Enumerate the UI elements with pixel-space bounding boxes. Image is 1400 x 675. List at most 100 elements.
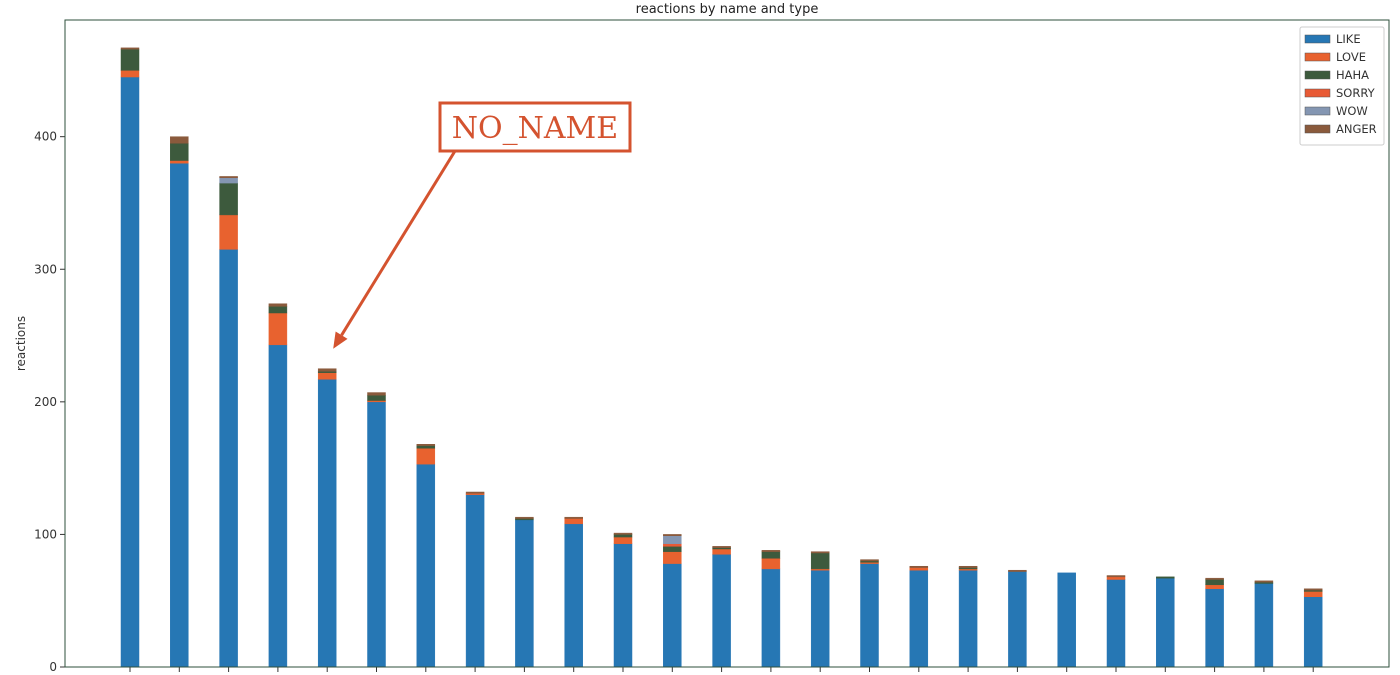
bar-segment-like — [564, 523, 583, 668]
bar-segment-anger — [1254, 580, 1274, 583]
y-tick-label: 200 — [34, 395, 57, 409]
bar-segment-anger — [170, 136, 189, 144]
legend-label-sorry: SORRY — [1336, 86, 1376, 100]
bar-segment-anger — [416, 444, 436, 446]
legend-swatch-like — [1304, 34, 1331, 44]
bar-segment-love — [1303, 591, 1323, 597]
chart-title: reactions by name and type — [636, 2, 819, 17]
bar-segment-love — [120, 70, 140, 78]
bar-segment-like — [465, 494, 485, 668]
bar-segment-anger — [268, 303, 288, 307]
bar-segment-haha — [120, 48, 140, 71]
bar-segment-haha — [1156, 576, 1175, 579]
legend-label-love: LOVE — [1336, 50, 1366, 64]
bar-segment-like — [416, 463, 436, 668]
bar-segment-anger — [1106, 575, 1126, 578]
bar-segment-like — [1106, 579, 1126, 668]
bar-segment-like — [810, 569, 830, 668]
bars — [120, 47, 1323, 668]
bar-segment-anger — [1303, 588, 1323, 591]
bar-segment-anger — [564, 516, 583, 519]
bar-segment-anger — [120, 47, 140, 50]
bar-segment-love — [416, 447, 436, 465]
bar-segment-like — [170, 162, 189, 668]
bar-segment-like — [1254, 583, 1274, 668]
bar-segment-like — [761, 568, 781, 668]
bar-segment-love — [712, 548, 731, 555]
bar-segment-anger — [317, 368, 337, 372]
annotation-arrow-line — [340, 150, 457, 336]
y-axis-title: reactions — [14, 316, 28, 371]
bar-segment-anger — [1008, 569, 1027, 572]
bar-segment-anger — [613, 532, 633, 535]
bar-segment-anger — [515, 516, 534, 519]
bar-segment-love — [1106, 576, 1126, 580]
legend: LIKE LOVE HAHA SORRY WOW ANGER — [1299, 26, 1385, 146]
bar-segment-like — [1156, 577, 1175, 668]
bar-segment-like — [1205, 588, 1224, 668]
bar-segment-anger — [909, 565, 929, 568]
y-tick-label: 400 — [34, 130, 57, 144]
bar-segment-anger — [219, 176, 238, 179]
bar-segment-love — [317, 372, 337, 380]
annotation-label: NO_NAME — [452, 111, 618, 146]
bar-segment-anger — [712, 546, 731, 548]
bar-segment-like — [712, 554, 731, 668]
bar-segment-like — [613, 543, 633, 668]
bar-segment-like — [367, 401, 386, 668]
y-tick-label: 100 — [34, 527, 57, 541]
bar-segment-haha — [613, 534, 633, 538]
bar-segment-like — [663, 563, 682, 668]
bar-segment-haha — [367, 394, 386, 401]
x-axis — [129, 667, 1314, 672]
bar-segment-haha — [219, 182, 238, 216]
legend-label-like: LIKE — [1336, 32, 1361, 46]
bar-segment-anger — [810, 551, 830, 554]
bar-segment-anger — [860, 559, 879, 562]
bar-segment-anger — [958, 565, 978, 568]
bar-segment-haha — [170, 143, 189, 161]
legend-swatch-sorry — [1304, 88, 1331, 98]
bar-segment-love — [1205, 584, 1224, 590]
legend-swatch-wow — [1304, 106, 1331, 116]
bar-segment-haha — [810, 552, 830, 570]
bar-segment-like — [515, 519, 534, 668]
bar-segment-love — [268, 312, 288, 346]
bar-segment-anger — [465, 491, 485, 494]
bar-segment-haha — [761, 551, 781, 559]
legend-label-anger: ANGER — [1336, 122, 1377, 136]
bar-segment-love — [564, 518, 583, 525]
legend-swatch-love — [1304, 52, 1331, 62]
bar-segment-like — [317, 379, 337, 668]
bar-segment-haha — [268, 306, 288, 314]
bar-segment-anger — [367, 392, 386, 396]
bar-segment-like — [219, 249, 238, 668]
annotation-arrow-head — [333, 331, 348, 349]
plot-frame — [64, 19, 1390, 668]
y-tick-label: 0 — [49, 660, 57, 674]
bar-segment-like — [268, 344, 288, 668]
bar-segment-like — [958, 569, 978, 668]
annotation-box — [438, 101, 632, 153]
bar-segment-love — [761, 558, 781, 570]
bar-segment-love — [613, 536, 633, 544]
legend-label-wow: WOW — [1336, 104, 1368, 118]
bar-segment-love — [170, 160, 189, 164]
bar-segment-wow — [219, 177, 238, 184]
bar-segment-like — [1057, 572, 1076, 668]
bar-segment-love — [909, 567, 929, 571]
legend-swatch-anger — [1304, 124, 1331, 134]
bar-segment-anger — [1205, 577, 1224, 580]
y-axis: 0 100 200 300 400 — [34, 130, 65, 674]
bar-segment-anger — [761, 550, 781, 552]
bar-segment-wow — [663, 535, 682, 544]
bar-segment-sorry — [663, 543, 682, 547]
bar-segment-haha — [1205, 579, 1224, 586]
bar-segment-anger — [663, 534, 682, 536]
bar-segment-like — [860, 563, 879, 668]
annotation: NO_NAME — [333, 101, 632, 349]
bar-segment-like — [1303, 596, 1323, 668]
bar-segment-like — [1008, 571, 1027, 668]
